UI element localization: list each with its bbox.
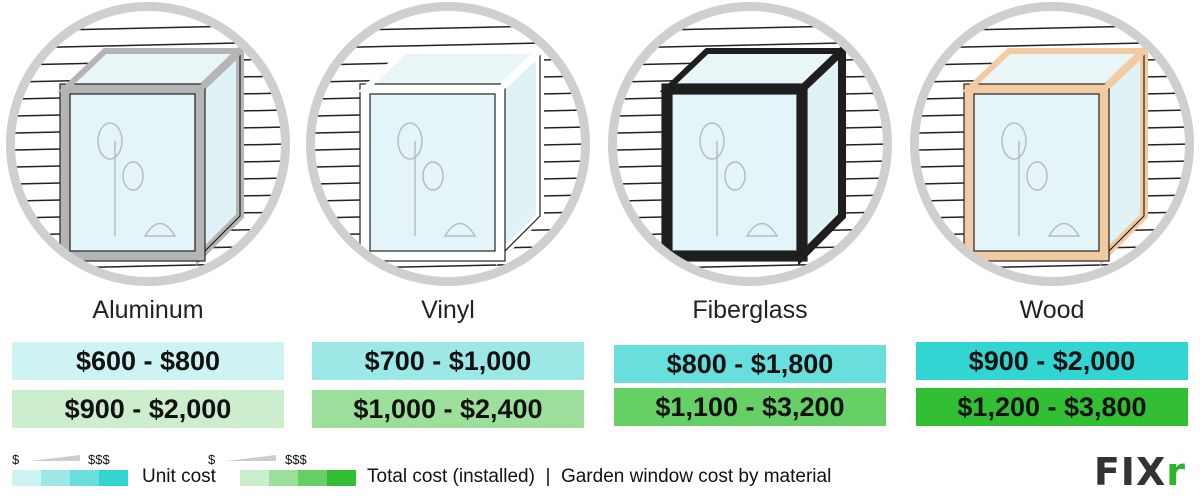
material-name: Wood — [1019, 296, 1085, 324]
legend-swatch — [269, 470, 298, 486]
legend-swatch — [240, 470, 269, 486]
unit-cost: $800 - $1,800 — [614, 345, 886, 383]
total-cost: $1,200 - $3,800 — [916, 388, 1188, 426]
unit-cost: $900 - $2,000 — [916, 342, 1188, 380]
legend-total-label: Total cost (installed) | Garden window c… — [367, 466, 832, 487]
fixr-logo: FIXr — [1093, 450, 1186, 494]
unit-cost: $600 - $800 — [12, 342, 284, 380]
material-name: Vinyl — [421, 296, 475, 324]
material-name: Fiberglass — [692, 296, 808, 324]
legend-unit-low: $ — [12, 452, 20, 467]
legend-swatch — [41, 470, 70, 486]
total-cost: $1,000 - $2,400 — [312, 390, 584, 428]
total-cost: $900 - $2,000 — [12, 390, 284, 428]
legend-swatch — [99, 470, 128, 486]
garden-window-illustration — [6, 2, 290, 286]
legend-total-wedge — [226, 455, 276, 461]
total-cost: $1,100 - $3,200 — [614, 388, 886, 426]
legend-swatch — [327, 470, 356, 486]
legend-unit-wedge — [30, 455, 80, 461]
legend-unit-high: $$$ — [88, 452, 110, 467]
legend-total-low: $ — [208, 452, 216, 467]
legend-swatch — [298, 470, 327, 486]
unit-cost: $700 - $1,000 — [312, 342, 584, 380]
material-name: Aluminum — [92, 296, 204, 324]
legend-total-high: $$$ — [285, 452, 307, 467]
garden-window-illustration — [910, 2, 1194, 286]
garden-window-illustration — [608, 2, 892, 286]
legend-swatch — [70, 470, 99, 486]
legend-unit-label: Unit cost — [142, 466, 216, 487]
legend-swatch — [12, 470, 41, 486]
garden-window-illustration — [306, 2, 590, 286]
